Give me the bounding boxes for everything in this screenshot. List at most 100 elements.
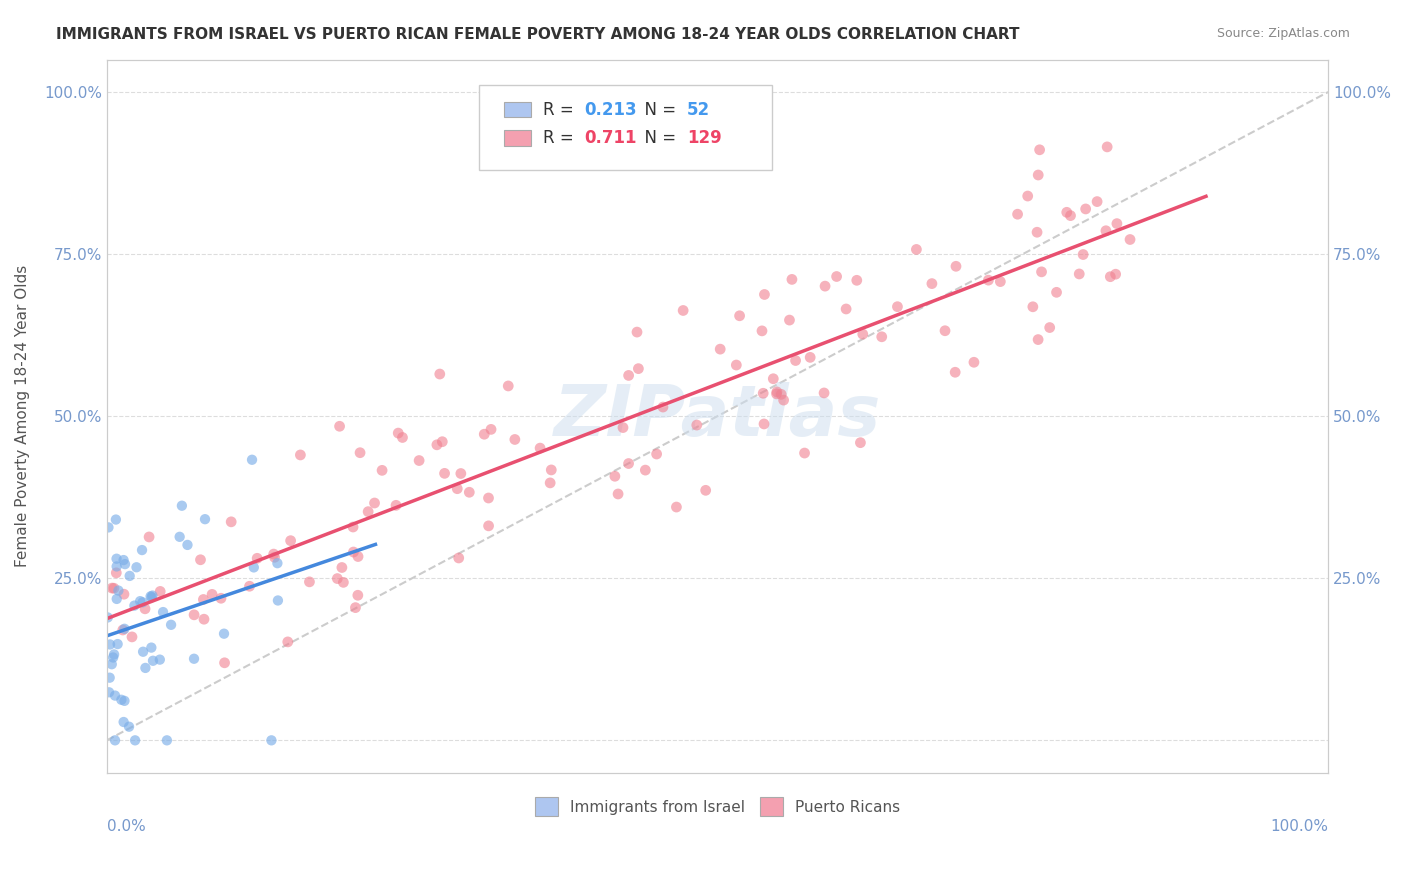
Point xyxy=(503,433,526,447)
Point xyxy=(450,467,472,481)
Point xyxy=(645,447,668,461)
Point xyxy=(870,330,893,344)
Point xyxy=(612,420,634,434)
Point xyxy=(110,693,132,707)
Point xyxy=(332,575,354,590)
Point xyxy=(458,485,481,500)
Point xyxy=(149,652,172,666)
Point xyxy=(138,530,160,544)
Legend: Immigrants from Israel, Puerto Ricans: Immigrants from Israel, Puerto Ricans xyxy=(529,791,907,822)
Point xyxy=(728,309,751,323)
Point xyxy=(105,591,128,606)
Point xyxy=(219,515,242,529)
Point xyxy=(103,648,125,662)
Point xyxy=(266,556,288,570)
Point xyxy=(1026,168,1049,182)
Point xyxy=(112,714,135,729)
Point xyxy=(1017,189,1039,203)
Point xyxy=(246,551,269,566)
Point xyxy=(408,453,430,467)
Point xyxy=(1022,300,1045,314)
Point xyxy=(963,355,986,369)
Point xyxy=(477,519,499,533)
Point xyxy=(1056,205,1078,219)
Point xyxy=(1074,202,1097,216)
Point xyxy=(347,549,370,564)
Point xyxy=(240,452,263,467)
Point xyxy=(765,387,787,401)
Point xyxy=(105,559,128,574)
Point xyxy=(634,463,657,477)
Point xyxy=(118,720,141,734)
Point xyxy=(193,592,215,607)
Point xyxy=(298,574,321,589)
Point xyxy=(97,520,120,534)
Point xyxy=(754,287,776,301)
Text: 0.711: 0.711 xyxy=(585,129,637,147)
Point xyxy=(212,626,235,640)
Point xyxy=(1026,225,1049,239)
Point xyxy=(169,530,191,544)
Point xyxy=(290,448,312,462)
Point xyxy=(104,733,127,747)
Point xyxy=(835,301,858,316)
Point xyxy=(263,550,285,565)
Point xyxy=(111,623,134,637)
Point xyxy=(194,512,217,526)
Point xyxy=(426,438,449,452)
Point xyxy=(780,272,803,286)
Y-axis label: Female Poverty Among 18-24 Year Olds: Female Poverty Among 18-24 Year Olds xyxy=(15,265,30,567)
Point xyxy=(214,656,236,670)
Point xyxy=(124,733,146,747)
Point xyxy=(105,551,128,566)
Point xyxy=(672,303,695,318)
Point xyxy=(617,457,640,471)
FancyBboxPatch shape xyxy=(503,130,530,146)
Point xyxy=(190,553,212,567)
Point xyxy=(1071,247,1094,261)
Point xyxy=(280,533,302,548)
Point xyxy=(665,500,688,514)
Point xyxy=(477,491,499,505)
Text: IMMIGRANTS FROM ISRAEL VS PUERTO RICAN FEMALE POVERTY AMONG 18-24 YEAR OLDS CORR: IMMIGRANTS FROM ISRAEL VS PUERTO RICAN F… xyxy=(56,27,1019,42)
Point xyxy=(852,327,875,342)
Point xyxy=(538,475,561,490)
Point xyxy=(391,430,413,444)
Point xyxy=(260,733,283,747)
Point xyxy=(243,560,266,574)
Text: 0.213: 0.213 xyxy=(585,101,637,119)
Point xyxy=(326,572,349,586)
Point xyxy=(652,400,675,414)
Point xyxy=(114,557,136,571)
Point xyxy=(139,590,162,604)
Point xyxy=(432,434,454,449)
Point xyxy=(725,358,748,372)
Point xyxy=(799,351,821,365)
Point xyxy=(101,581,124,595)
Point xyxy=(429,367,451,381)
Point xyxy=(752,386,775,401)
Point xyxy=(1028,143,1050,157)
Point xyxy=(107,637,129,651)
Point xyxy=(97,610,120,624)
Point xyxy=(201,587,224,601)
Point xyxy=(342,545,364,559)
Point xyxy=(943,365,966,379)
Point xyxy=(141,591,163,605)
Point xyxy=(141,589,163,603)
Point xyxy=(114,622,136,636)
Point xyxy=(371,463,394,477)
Point xyxy=(686,418,709,433)
Point xyxy=(529,441,551,455)
Point xyxy=(472,427,495,442)
Point xyxy=(1026,333,1049,347)
Point xyxy=(1069,267,1091,281)
Point xyxy=(387,426,409,441)
Point xyxy=(1105,217,1128,231)
Text: ZIPatlas: ZIPatlas xyxy=(554,382,882,450)
Point xyxy=(446,482,468,496)
Point xyxy=(142,654,165,668)
Point xyxy=(1095,140,1118,154)
Point xyxy=(124,599,146,613)
Point xyxy=(121,630,143,644)
